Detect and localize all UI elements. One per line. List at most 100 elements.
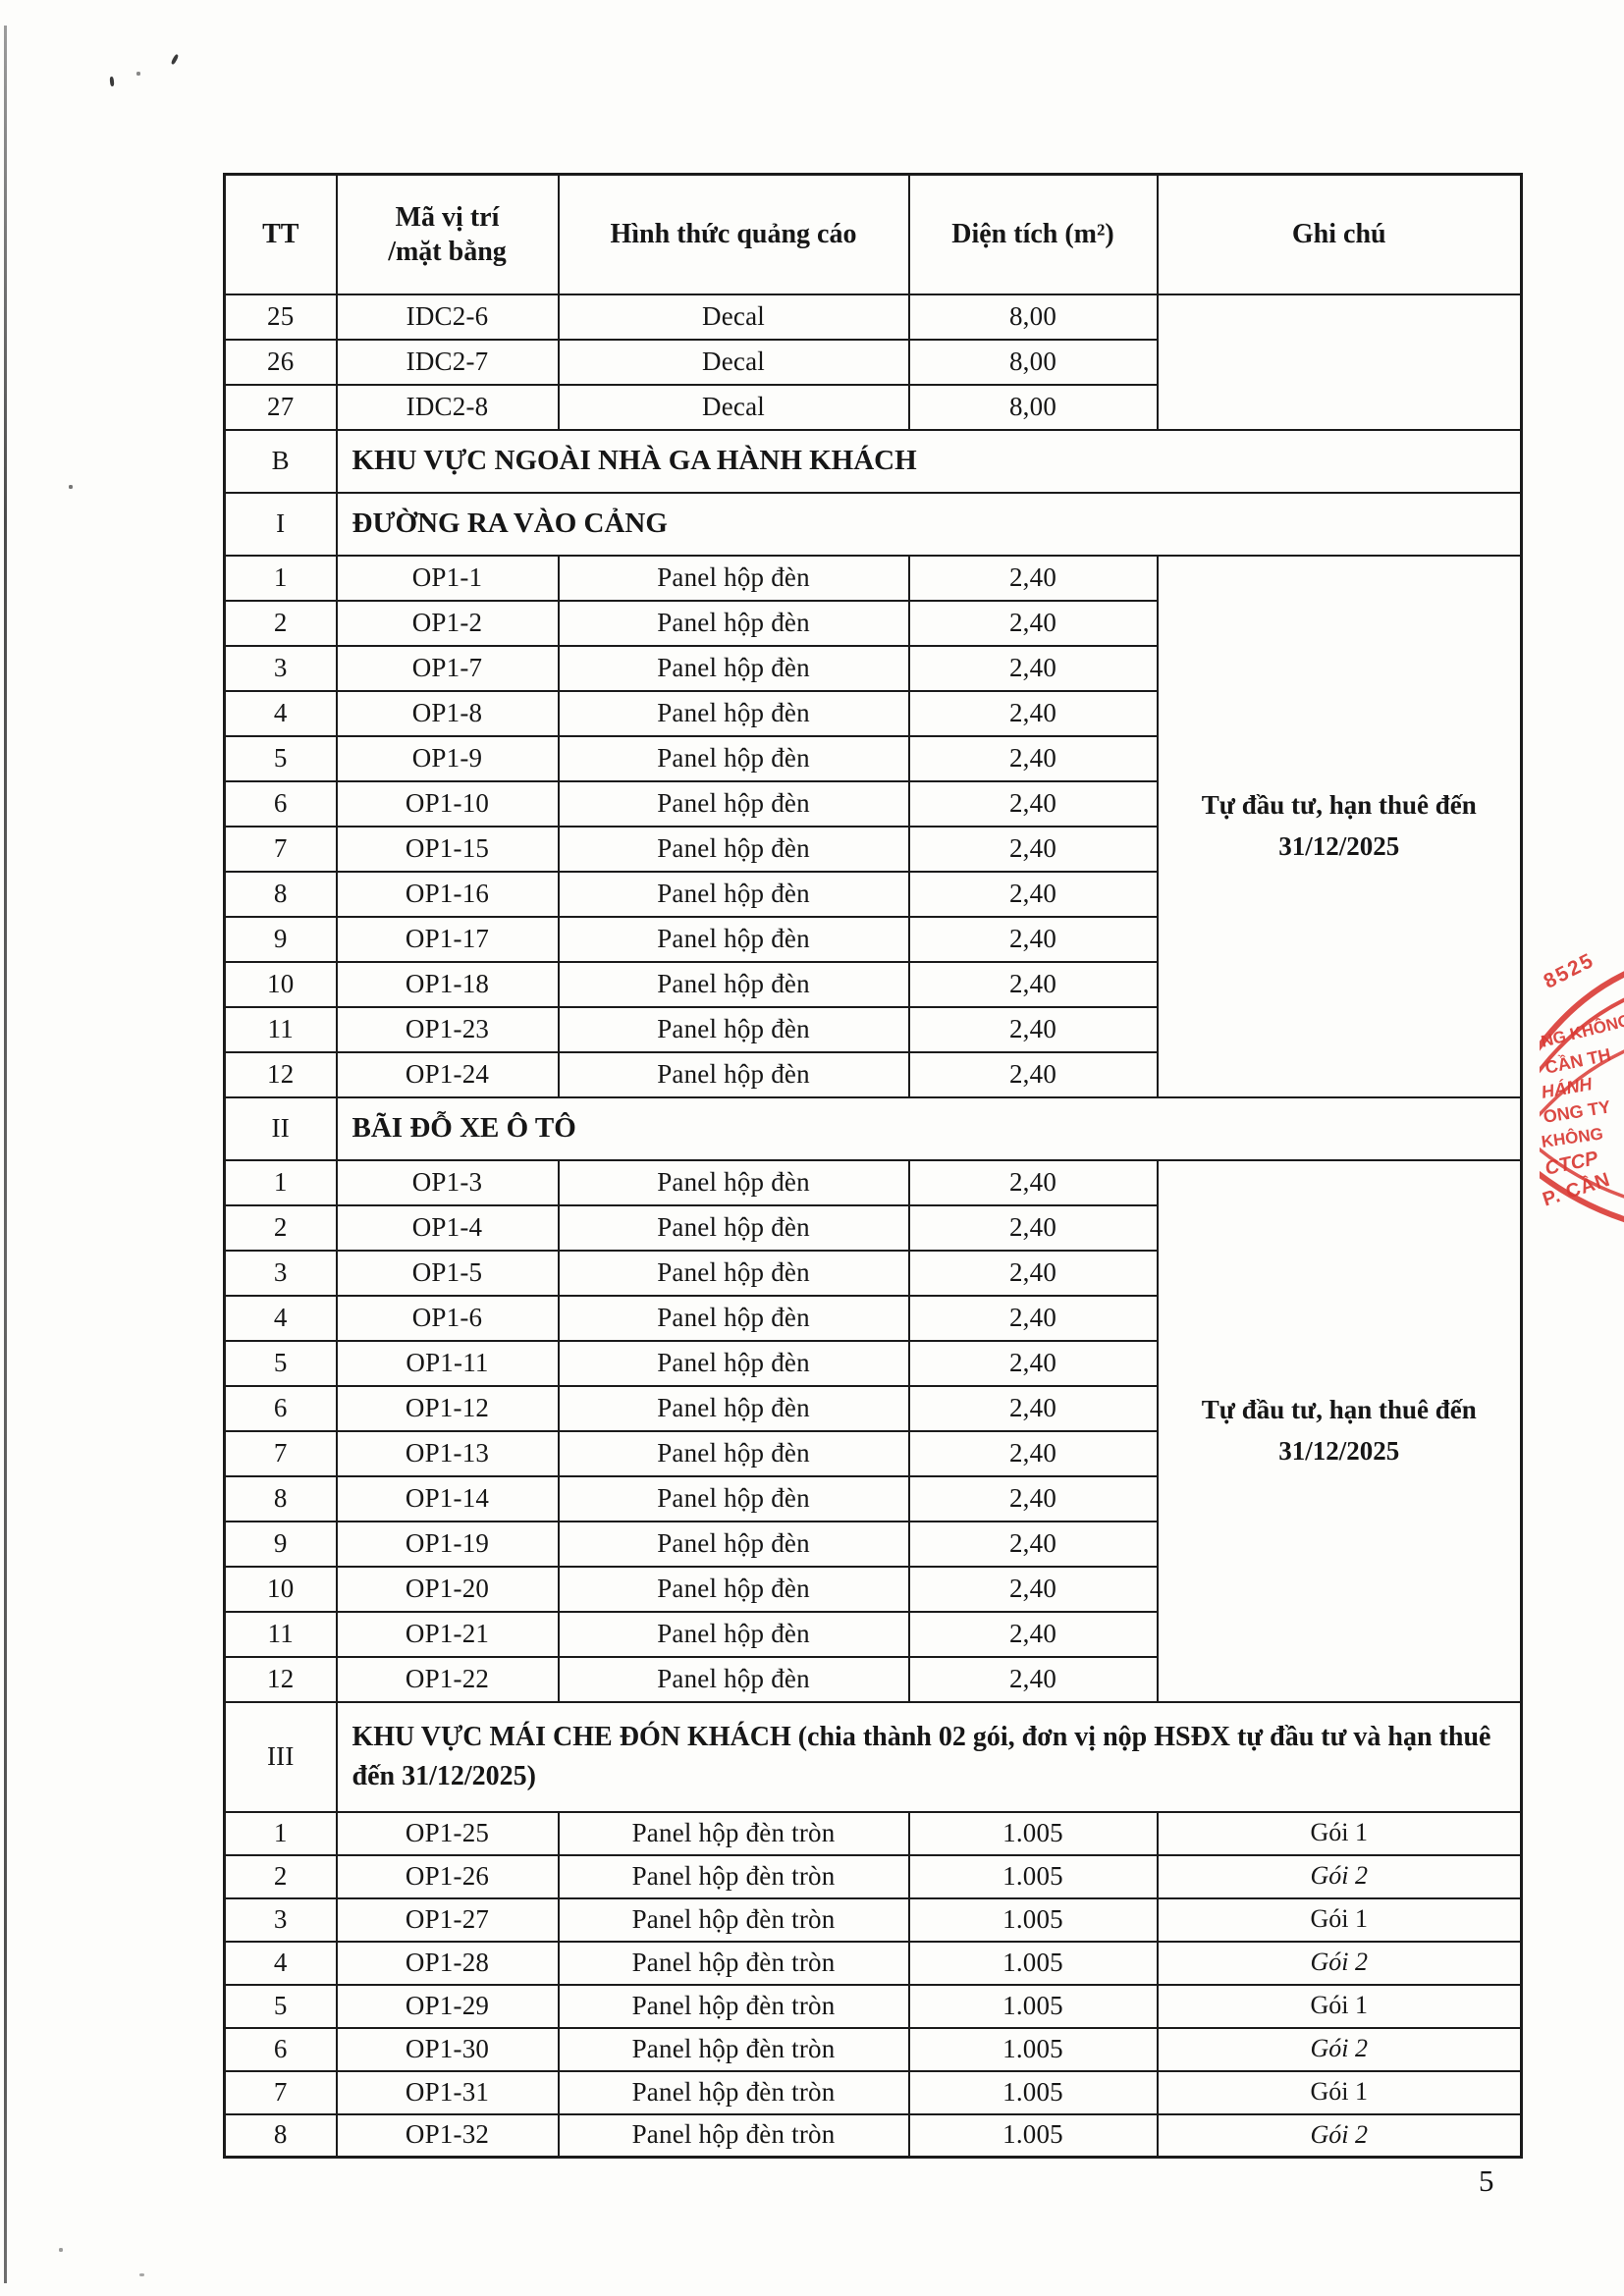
tt-cell: 11: [223, 1005, 338, 1053]
form-cell: Panel hộp đèn: [557, 870, 910, 918]
area-cell: 1.005: [907, 1983, 1159, 2029]
area-cell: 2,40: [907, 1384, 1159, 1432]
tt-cell: 1: [223, 1158, 338, 1206]
area-cell: 2,40: [907, 554, 1159, 602]
area-cell: 2,40: [907, 960, 1159, 1008]
code-cell: OP1-23: [335, 1005, 560, 1053]
area-cell: 1.005: [907, 1810, 1159, 1856]
code-cell: OP1-20: [335, 1565, 560, 1613]
scan-artifact: [109, 76, 115, 87]
table-row: 6 OP1-30 Panel hộp đèn tròn 1.005 Gói 2: [223, 2026, 1523, 2072]
table-row: 5 OP1-11 Panel hộp đèn 2,40: [223, 1339, 1522, 1387]
tt-cell: 2: [223, 1203, 338, 1252]
table-row: 5 OP1-29 Panel hộp đèn tròn 1.005 Gói 1: [223, 1983, 1523, 2029]
area-cell: 2,40: [907, 1249, 1159, 1297]
section-id-cell: I: [223, 491, 338, 557]
area-cell: 1.005: [907, 2069, 1159, 2115]
tt-cell: 3: [223, 1896, 338, 1943]
scan-artifact: [136, 72, 140, 76]
tt-cell: 8: [223, 2112, 338, 2159]
area-cell: 2,40: [907, 1474, 1159, 1522]
table-row: 26 IDC2-7 Decal 8,00: [223, 338, 1522, 386]
section-header-row: III KHU VỰC MÁI CHE ĐÓN KHÁCH (chia thành…: [223, 1700, 1523, 1813]
form-cell: Panel hộp đèn: [557, 554, 910, 602]
code-cell: OP1-5: [335, 1249, 560, 1297]
table-row: 10 OP1-20 Panel hộp đèn 2,40: [223, 1565, 1522, 1613]
code-cell: OP1-2: [335, 599, 560, 647]
form-cell: Panel hộp đèn: [557, 1249, 910, 1297]
form-cell: Panel hộp đèn: [557, 1158, 910, 1206]
goi-cell: Gói 2: [1156, 1853, 1523, 1899]
col-header-area: Diện tích (m²): [907, 173, 1159, 295]
form-cell: Panel hộp đèn: [557, 825, 910, 873]
stamp-arcs: [1540, 971, 1624, 1223]
form-cell: Panel hộp đèn tròn: [557, 2069, 910, 2115]
section-id-cell: B: [223, 428, 338, 494]
code-cell: OP1-11: [335, 1339, 560, 1387]
code-cell: OP1-26: [335, 1853, 560, 1899]
area-cell: 1.005: [907, 2112, 1159, 2159]
tt-cell: 7: [223, 825, 338, 873]
stamp-text: NG KHÔNG: [1540, 1010, 1624, 1051]
section-title-cell: KHU VỰC MÁI CHE ĐÓN KHÁCH (chia thành 02…: [335, 1700, 1523, 1813]
tt-cell: 1: [223, 1810, 338, 1856]
code-cell: IDC2-6: [335, 293, 560, 341]
col-header-code: Mã vị trí /mặt bằng: [335, 173, 560, 295]
tt-cell: 11: [223, 1610, 338, 1658]
tt-cell: 8: [223, 1474, 338, 1522]
red-stamp: 8525 NG KHÔNG CẦN TH HÁNH ONG TY KHÔNG C…: [1540, 938, 1624, 1245]
area-cell: 2,40: [907, 1339, 1159, 1387]
tt-cell: 6: [223, 2026, 338, 2072]
goi-cell: Gói 2: [1156, 2026, 1523, 2072]
goi-cell: Gói 1: [1156, 2069, 1523, 2115]
table-body: 25 IDC2-6 Decal 8,00 26 IDC2-7 Decal 8,00 2 7 IDC2…: [223, 293, 1523, 2159]
note-cell-empty: [1156, 293, 1523, 431]
form-cell: Panel hộp đèn: [557, 1050, 910, 1098]
table-row: 4 OP1-6 Panel hộp đèn 2,40: [223, 1294, 1522, 1342]
note-cell: Tự đầu tư, hạn thuê đến 31/12/2025: [1156, 554, 1523, 1098]
form-cell: Panel hộp đèn: [557, 1203, 910, 1252]
tt-cell: 12: [223, 1655, 338, 1703]
tt-cell: 4: [223, 1940, 338, 1986]
form-cell: Panel hộp đèn: [557, 1474, 910, 1522]
table-row: 8 OP1-14 Panel hộp đèn 2,40: [223, 1474, 1522, 1522]
tt-cell: 5: [223, 1983, 338, 2029]
area-cell: 8,00: [907, 338, 1159, 386]
code-cell: OP1-10: [335, 779, 560, 828]
tt-cell: 7: [223, 2069, 338, 2115]
area-cell: 8,00: [907, 293, 1159, 341]
form-cell: Panel hộp đèn: [557, 734, 910, 782]
tt-cell: 9: [223, 915, 338, 963]
table-row: 11 OP1-21 Panel hộp đèn 2,40: [223, 1610, 1522, 1658]
table-row: 11 OP1-23 Panel hộp đèn 2,40: [223, 1005, 1522, 1053]
table-row: 3 OP1-27 Panel hộp đèn tròn 1.005 Gói 1: [223, 1896, 1523, 1943]
area-cell: 2,40: [907, 1520, 1159, 1568]
table-row: 2 OP1-2 Panel hộp đèn 2,40: [223, 599, 1522, 647]
form-cell: Panel hộp đèn: [557, 1384, 910, 1432]
code-cell: OP1-16: [335, 870, 560, 918]
area-cell: 2,40: [907, 915, 1159, 963]
code-cell: OP1-4: [335, 1203, 560, 1252]
form-cell: Panel hộp đèn: [557, 1655, 910, 1703]
area-cell: 1.005: [907, 1896, 1159, 1943]
advertising-locations-table: TT Mã vị trí /mặt bằng Hình thức quảng c…: [223, 173, 1523, 2159]
table-row: 7 OP1-15 Panel hộp đèn 2,40: [223, 825, 1522, 873]
tt-cell: 4: [223, 1294, 338, 1342]
section-title-cell: KHU VỰC NGOÀI NHÀ GA HÀNH KHÁCH: [335, 428, 1523, 494]
code-cell: OP1-15: [335, 825, 560, 873]
section-id-cell: II: [223, 1095, 338, 1161]
form-cell: Panel hộp đèn tròn: [557, 2026, 910, 2072]
section-header-row: I ĐƯỜNG RA VÀO CẢNG: [223, 491, 1523, 557]
table-row: 12 OP1-22 Panel hộp đèn 2,40: [223, 1655, 1522, 1703]
tt-cell: 9: [223, 1520, 338, 1568]
table-row: 4 OP1-28 Panel hộp đèn tròn 1.005 Gói 2: [223, 1940, 1523, 1986]
table-row: 6 OP1-12 Panel hộp đèn 2,40: [223, 1384, 1522, 1432]
code-cell: OP1-25: [335, 1810, 560, 1856]
area-cell: 2,40: [907, 734, 1159, 782]
table-header-row: TT Mã vị trí /mặt bằng Hình thức quảng c…: [223, 173, 1523, 295]
table-row: 25 IDC2-6 Decal 8,00: [223, 293, 1523, 431]
table-row: 10 OP1-18 Panel hộp đèn 2,40: [223, 960, 1522, 1008]
form-cell: Panel hộp đèn: [557, 1339, 910, 1387]
tt-cell: 6: [223, 779, 338, 828]
